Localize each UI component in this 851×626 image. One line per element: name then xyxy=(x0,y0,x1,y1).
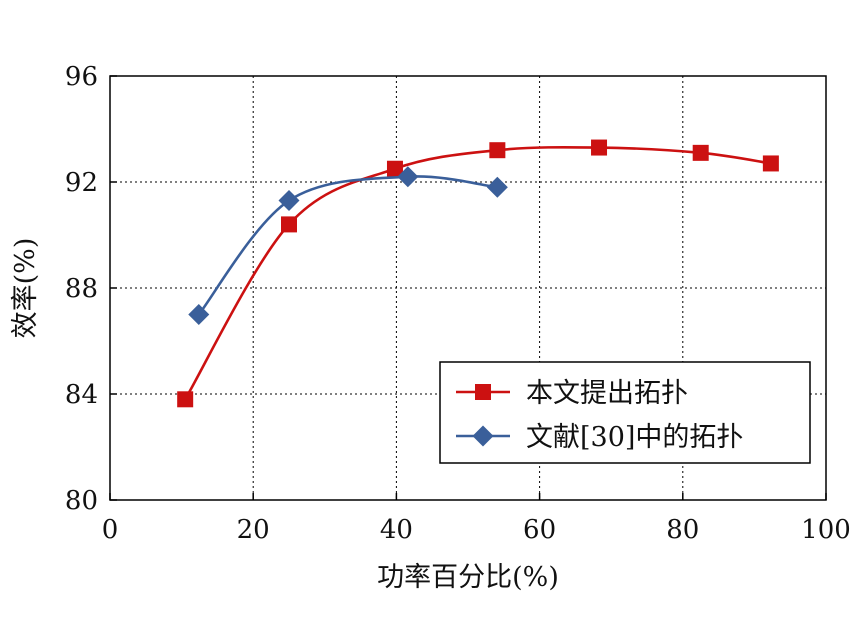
series-0 xyxy=(177,139,779,408)
data-point-1-1 xyxy=(278,190,300,212)
data-point-1-2 xyxy=(397,166,419,188)
legend-box xyxy=(439,361,811,464)
data-point-0-1 xyxy=(281,216,297,233)
y-tick-label: 88 xyxy=(65,274,98,304)
data-point-1-0 xyxy=(188,304,210,325)
x-tick-label: 20 xyxy=(237,515,270,545)
y-tick-label: 96 xyxy=(65,62,98,92)
legend-marker-0 xyxy=(475,384,491,400)
y-axis-title: 效率(%) xyxy=(10,238,41,339)
series-1 xyxy=(188,166,508,325)
legend-label-0: 本文提出拓扑 xyxy=(526,378,688,409)
x-tick-label: 60 xyxy=(523,515,556,545)
data-point-0-3 xyxy=(489,142,506,159)
x-tick-label: 40 xyxy=(380,515,413,545)
y-tick-label: 92 xyxy=(65,168,98,198)
legend-marker-1 xyxy=(472,425,494,447)
y-tick-label: 80 xyxy=(65,486,98,516)
x-axis-title: 功率百分比(%) xyxy=(377,562,559,593)
x-tick-labels: 0 20 40 60 80 100 xyxy=(102,515,851,545)
series-layer xyxy=(177,139,779,408)
x-tick-label: 0 xyxy=(102,515,119,545)
y-tick-label: 84 xyxy=(65,380,98,410)
y-tick-labels: 80 84 88 92 96 xyxy=(65,62,98,516)
legend-label-1: 文献[30]中的拓扑 xyxy=(526,422,743,453)
data-point-0-0 xyxy=(177,391,194,408)
series-line-1 xyxy=(197,175,498,316)
axis-ticks xyxy=(109,75,827,501)
series-line-0 xyxy=(184,145,772,400)
x-tick-label: 100 xyxy=(801,515,851,545)
data-point-0-2 xyxy=(386,160,403,177)
data-point-0-4 xyxy=(591,139,608,156)
x-tick-label: 80 xyxy=(666,515,699,545)
data-point-0-6 xyxy=(762,155,779,172)
data-point-1-3 xyxy=(486,176,508,198)
data-point-0-5 xyxy=(692,144,709,161)
